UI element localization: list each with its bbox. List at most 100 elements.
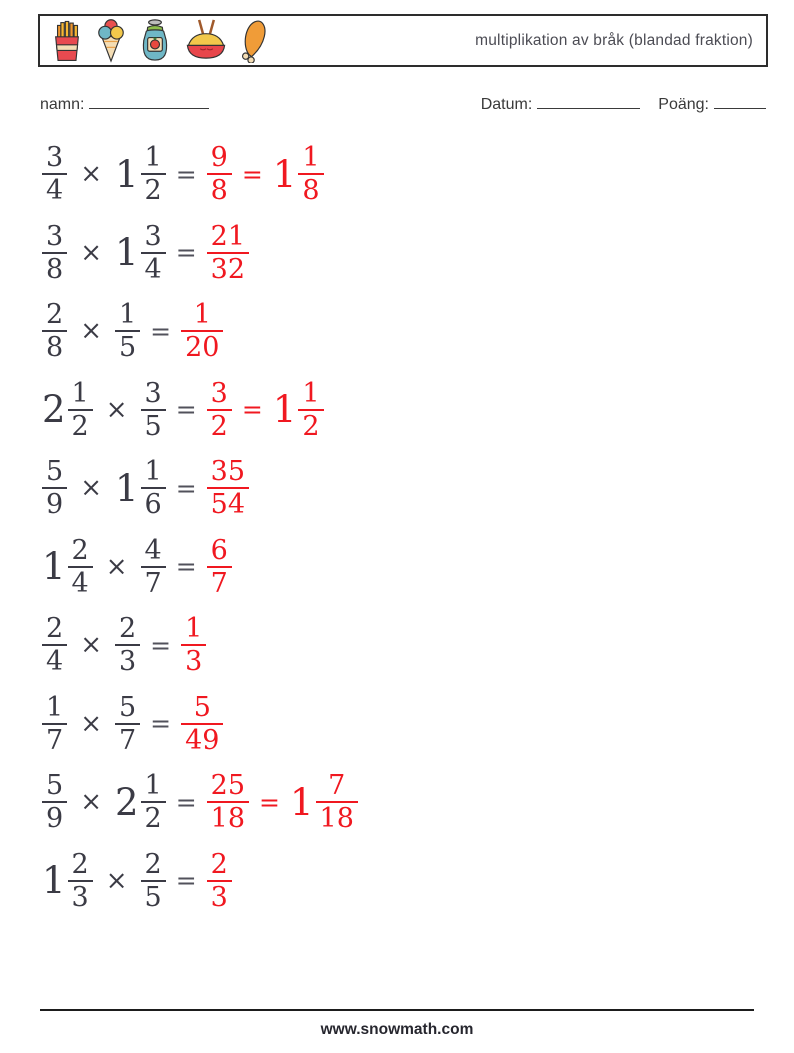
denominator: 32 (206, 251, 250, 283)
whole-number: 2 (114, 780, 139, 824)
numerator: 25 (210, 770, 246, 802)
fraction-term: 21 32 (206, 220, 250, 283)
multiply-sign: × (80, 787, 102, 818)
numerator: 21 (210, 220, 246, 252)
fraction: 21 32 (206, 220, 250, 283)
whole-number: 1 (114, 152, 139, 196)
multiply-sign: × (80, 316, 102, 347)
numerator: 1 (185, 613, 203, 645)
date-field: Datum: (481, 95, 641, 114)
jar-icon (142, 19, 168, 61)
fraction-term: 25 18 (206, 770, 250, 832)
equals-sign: = (175, 159, 197, 189)
equals-sign: = (150, 316, 172, 346)
whole-number: 1 (42, 859, 66, 903)
numerator: 3 (144, 377, 162, 409)
date-input-line[interactable] (537, 95, 641, 109)
fields-row: namn: Datum: Poäng: (40, 95, 766, 114)
fries-icon (55, 20, 79, 61)
numerator: 5 (193, 691, 211, 723)
equals-sign: = (175, 473, 197, 503)
fraction-term: 1 7 18 (290, 772, 358, 832)
whole-number: 1 (114, 231, 139, 275)
points-input-line[interactable] (714, 95, 766, 109)
ice-cream-icon (98, 19, 124, 63)
problem-row: 1 2 3 × 2 5 = 2 3 (42, 842, 358, 921)
problem-row: 5 9 × 1 1 6 = 35 54 (42, 449, 358, 528)
date-points-group: Datum: Poäng: (481, 95, 766, 114)
denominator: 4 (140, 251, 166, 283)
footer-url[interactable]: www.snowmath.com (320, 1021, 474, 1038)
denominator: 54 (206, 487, 250, 518)
fraction: 25 18 (206, 770, 250, 832)
denominator: 9 (42, 801, 68, 832)
multiply-sign: × (80, 473, 102, 504)
numerator: 5 (46, 456, 64, 488)
denominator: 20 (181, 330, 224, 361)
multiply-sign: × (105, 865, 128, 896)
multiply-sign: × (80, 159, 102, 190)
points-field: Poäng: (658, 95, 766, 114)
denominator: 2 (206, 408, 232, 440)
whole-number: 2 (42, 388, 66, 432)
denominator: 2 (140, 801, 166, 832)
numerator: 3 (210, 377, 228, 409)
numerator: 3 (46, 220, 64, 252)
whole-number: 1 (272, 388, 297, 432)
multiply-sign: × (80, 630, 102, 661)
fraction: 5 49 (181, 691, 224, 754)
denominator: 8 (298, 173, 324, 204)
numerator: 4 (144, 534, 162, 566)
denominator: 5 (140, 408, 166, 440)
name-input-line[interactable] (89, 95, 210, 109)
multiply-sign: × (105, 551, 128, 582)
denominator: 2 (140, 173, 166, 204)
numerator: 1 (144, 456, 162, 488)
denominator: 18 (206, 801, 250, 832)
denominator: 3 (206, 879, 232, 911)
denominator: 7 (42, 722, 68, 754)
fraction: 35 54 (206, 458, 250, 518)
fraction: 1 20 (181, 299, 224, 361)
numerator: 9 (210, 142, 228, 174)
equals-sign: = (175, 395, 197, 425)
numerator: 2 (46, 299, 64, 331)
page-title: multiplikation av bråk (blandad fraktion… (475, 31, 753, 49)
numerator: 1 (193, 299, 211, 331)
equals-sign: = (175, 866, 197, 896)
multiply-sign: × (80, 708, 102, 739)
numerator: 2 (210, 848, 228, 880)
denominator: 5 (140, 879, 166, 911)
